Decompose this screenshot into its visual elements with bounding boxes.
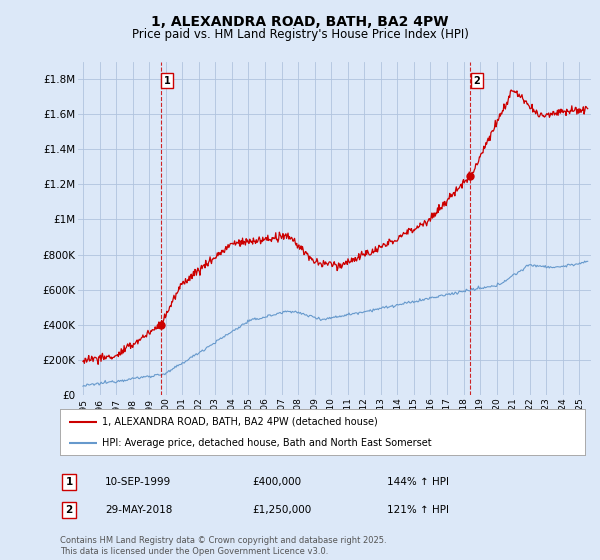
- Text: 1: 1: [65, 477, 73, 487]
- Text: 2: 2: [65, 505, 73, 515]
- Text: Price paid vs. HM Land Registry's House Price Index (HPI): Price paid vs. HM Land Registry's House …: [131, 28, 469, 41]
- Text: 1, ALEXANDRA ROAD, BATH, BA2 4PW (detached house): 1, ALEXANDRA ROAD, BATH, BA2 4PW (detach…: [102, 417, 378, 427]
- Text: 29-MAY-2018: 29-MAY-2018: [105, 505, 172, 515]
- Text: 10-SEP-1999: 10-SEP-1999: [105, 477, 171, 487]
- Text: 1: 1: [164, 76, 170, 86]
- Text: 2: 2: [473, 76, 481, 86]
- Text: £400,000: £400,000: [252, 477, 301, 487]
- Text: 144% ↑ HPI: 144% ↑ HPI: [387, 477, 449, 487]
- Text: £1,250,000: £1,250,000: [252, 505, 311, 515]
- Text: Contains HM Land Registry data © Crown copyright and database right 2025.
This d: Contains HM Land Registry data © Crown c…: [60, 536, 386, 556]
- Text: HPI: Average price, detached house, Bath and North East Somerset: HPI: Average price, detached house, Bath…: [102, 438, 431, 448]
- Text: 121% ↑ HPI: 121% ↑ HPI: [387, 505, 449, 515]
- Text: 1, ALEXANDRA ROAD, BATH, BA2 4PW: 1, ALEXANDRA ROAD, BATH, BA2 4PW: [151, 15, 449, 29]
